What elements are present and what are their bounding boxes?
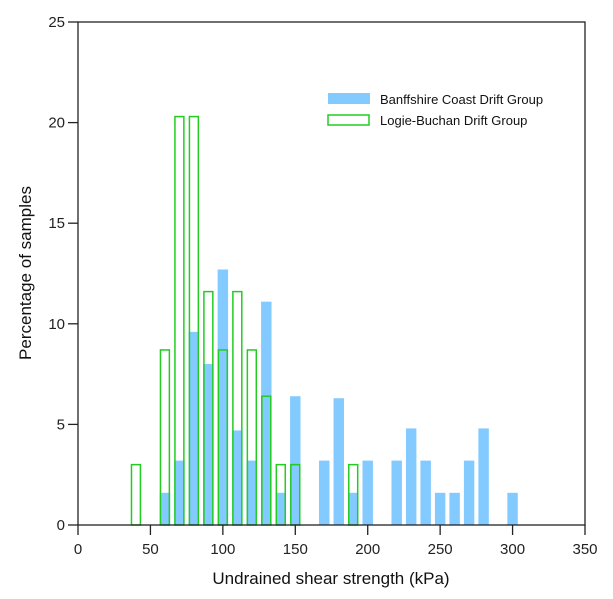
bar-banffshire-200 [362, 460, 373, 525]
bar-banffshire-300 [507, 492, 518, 525]
y-tick-label: 5 [57, 416, 65, 433]
bar-banffshire-100 [217, 269, 229, 525]
x-axis-ticks: 0 50 100 150 200 250 300 350 [74, 525, 598, 558]
legend-swatch-logie-buchan [327, 114, 370, 126]
bar-banffshire-180 [333, 398, 344, 525]
x-tick-label: 100 [210, 541, 235, 558]
legend-label-banffshire: Banffshire Coast Drift Group [380, 92, 543, 107]
x-axis-title: Undrained shear strength (kPa) [212, 569, 449, 588]
bar-banffshire-270 [463, 460, 475, 525]
legend: Banffshire Coast Drift Group Logie-Bucha… [327, 92, 543, 128]
bar-banffshire-260 [449, 492, 460, 525]
x-tick-label: 300 [500, 541, 525, 558]
y-tick-label: 10 [48, 316, 65, 333]
bar-logie-buchan-40 [130, 463, 142, 526]
x-tick-label: 350 [572, 541, 597, 558]
bar-banffshire-130 [261, 301, 272, 525]
x-tick-label: 150 [283, 541, 308, 558]
banffshire-series [159, 269, 518, 525]
bar-banffshire-150 [290, 396, 301, 525]
bar-banffshire-60 [159, 492, 171, 525]
x-tick-label: 50 [142, 541, 159, 558]
plot-border [77, 21, 586, 526]
y-axis-title: Percentage of samples [16, 186, 35, 360]
bar-banffshire-140 [275, 492, 287, 525]
bar-banffshire-250 [434, 492, 446, 525]
x-tick-label: 250 [428, 541, 453, 558]
bar-banffshire-90 [203, 364, 214, 525]
bar-banffshire-220 [391, 460, 402, 525]
legend-label-logie-buchan: Logie-Buchan Drift Group [380, 113, 527, 128]
x-tick-label: 200 [355, 541, 380, 558]
bar-banffshire-70 [174, 460, 185, 525]
bar-banffshire-240 [420, 460, 431, 525]
plot-frame [77, 21, 586, 526]
y-tick-label: 15 [48, 215, 65, 232]
legend-swatch-banffshire [328, 93, 370, 104]
y-tick-label: 0 [57, 517, 65, 534]
bar-banffshire-230 [405, 428, 417, 525]
y-tick-label: 20 [48, 115, 65, 132]
y-axis-ticks: 0 5 10 15 20 25 [48, 14, 78, 534]
bar-banffshire-110 [232, 430, 243, 525]
x-tick-label: 0 [74, 541, 82, 558]
bar-banffshire-280 [478, 428, 489, 525]
y-tick-label: 25 [48, 14, 65, 31]
bar-banffshire-170 [319, 460, 330, 525]
bar-banffshire-120 [246, 460, 258, 525]
bar-banffshire-190 [348, 492, 359, 525]
bar-banffshire-80 [188, 331, 200, 525]
